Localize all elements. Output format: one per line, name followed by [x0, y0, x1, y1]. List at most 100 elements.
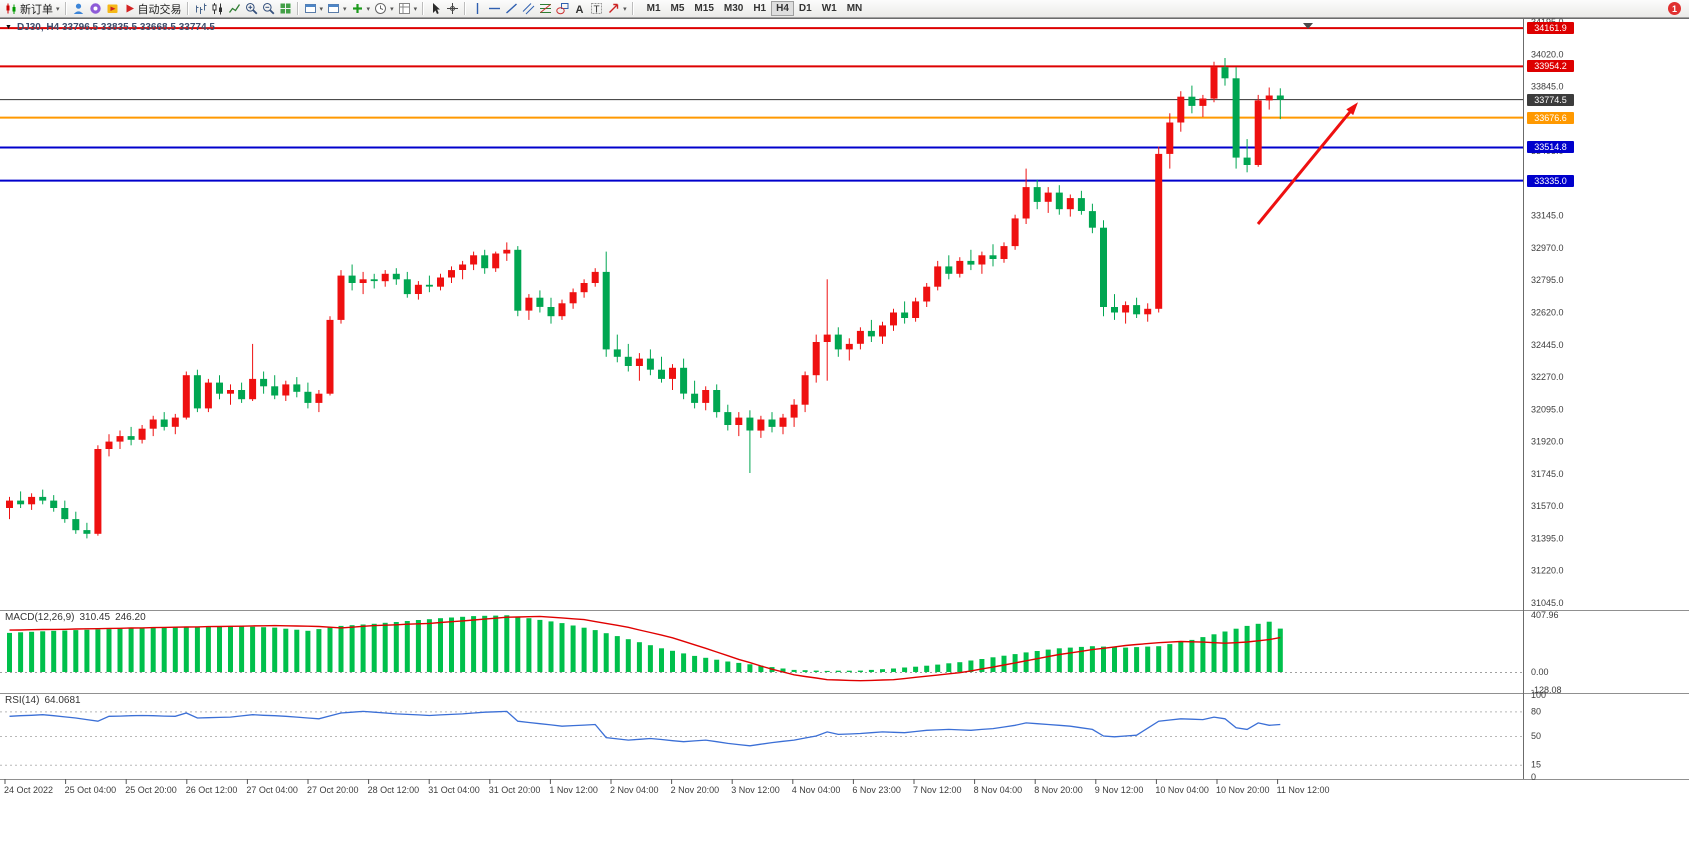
- macd-bar: [681, 653, 687, 672]
- macd-bar: [415, 620, 421, 672]
- line-chart-button[interactable]: [226, 1, 243, 17]
- timeframe-m15[interactable]: M15: [694, 3, 714, 14]
- candle-body: [17, 500, 25, 505]
- macd-bar: [217, 626, 222, 672]
- candle-body: [978, 255, 986, 265]
- arrows-icon: [607, 2, 620, 15]
- autotrading-button[interactable]: 自动交易: [121, 1, 184, 17]
- macd-bar: [371, 623, 377, 672]
- macd-bar: [714, 659, 720, 672]
- chart-shift-marker[interactable]: [1303, 23, 1313, 29]
- price-tick-label: 33845.0: [1531, 82, 1564, 92]
- chart-region: 34195.034020.033845.033670.033495.033320…: [0, 17, 1689, 802]
- toolbar-separator: [631, 2, 634, 15]
- candle-body: [746, 417, 754, 431]
- candle-body: [72, 519, 80, 531]
- fibonacci-button[interactable]: [537, 1, 554, 17]
- candle-body: [127, 436, 135, 440]
- trend-arrow[interactable]: [1256, 107, 1355, 225]
- notification-badge[interactable]: 1: [1668, 2, 1681, 15]
- bar-chart-button[interactable]: [192, 1, 209, 17]
- equidistant-channel-button[interactable]: [520, 1, 537, 17]
- support-lower-price-badge: 33335.0: [1527, 175, 1574, 187]
- price-tick-label: 31220.0: [1531, 566, 1564, 576]
- macd-bar: [824, 670, 830, 672]
- chart-canvas[interactable]: 34195.034020.033845.033670.033495.033320…: [0, 17, 1689, 802]
- profiles-button[interactable]: ▾: [325, 1, 349, 17]
- timeframe-bar: M1 M5 M15 M30 H1 H4 D1 W1 MN: [642, 1, 868, 16]
- candle-body: [1088, 211, 1096, 228]
- new-chart-button[interactable]: ▾: [302, 1, 326, 17]
- timeframe-d1[interactable]: D1: [798, 3, 812, 14]
- time-label: 8 Nov 04:00: [974, 785, 1023, 795]
- candle-body: [381, 273, 389, 282]
- templates-button[interactable]: ▾: [396, 1, 420, 17]
- trendline-button[interactable]: [503, 1, 520, 17]
- timeframe-mn[interactable]: MN: [846, 3, 863, 14]
- macd-bar: [924, 665, 930, 672]
- zoom-out-button[interactable]: [260, 1, 277, 17]
- shapes-button[interactable]: [554, 1, 571, 17]
- cursor-button[interactable]: [427, 1, 444, 17]
- candle-body: [238, 390, 246, 400]
- text-label-button[interactable]: T: [588, 1, 605, 17]
- candle-body: [591, 271, 599, 283]
- support-upper-price-badge: 33514.8: [1527, 141, 1574, 153]
- timeframe-h1[interactable]: H1: [753, 3, 767, 14]
- candle-body: [1100, 227, 1107, 307]
- macd-bar: [139, 628, 145, 672]
- candle-body: [227, 390, 234, 394]
- time-label: 26 Oct 12:00: [186, 785, 238, 795]
- main-toolbar: 新订单 ▾ 自动交易 ▾ ▾ ▾ ▾ ▾ A T ▾ M1 M5 M15 M30 H1 H4 D1 W1 MN 1: [0, 0, 1689, 18]
- periods-button[interactable]: ▾: [372, 1, 396, 17]
- candle-body: [801, 375, 809, 405]
- new-order-button[interactable]: 新订单 ▾: [3, 1, 62, 17]
- candle-body: [1066, 198, 1074, 210]
- candle-body: [1177, 96, 1185, 123]
- toolbar-separator: [296, 2, 299, 15]
- vertical-line-button[interactable]: [469, 1, 486, 17]
- timeframe-m5[interactable]: M5: [670, 3, 685, 14]
- candle-body: [1254, 100, 1262, 165]
- candle-body: [260, 378, 268, 387]
- market-button[interactable]: [87, 1, 104, 17]
- macd-bar: [493, 615, 499, 672]
- dropdown-arrow-icon: ▾: [56, 5, 60, 13]
- macd-bar: [1200, 637, 1206, 672]
- tile-windows-button[interactable]: [277, 1, 294, 17]
- candlestick-chart-button[interactable]: [209, 1, 226, 17]
- macd-bar: [1112, 647, 1117, 672]
- candle-body: [624, 356, 632, 366]
- timeframe-h4[interactable]: H4: [771, 1, 794, 16]
- macd-bar: [1266, 621, 1272, 672]
- window-icon: [327, 2, 340, 15]
- candle-body: [1199, 98, 1207, 106]
- time-label: 9 Nov 12:00: [1095, 785, 1144, 795]
- crosshair-button[interactable]: [444, 1, 461, 17]
- candle-body: [569, 292, 577, 304]
- candle-body: [171, 417, 179, 427]
- indicators-list-button[interactable]: ▾: [349, 1, 373, 17]
- candle-body: [348, 275, 356, 283]
- horizontal-line-button[interactable]: [486, 1, 503, 17]
- candle-body: [1232, 78, 1240, 158]
- timeframe-m1[interactable]: M1: [646, 3, 661, 14]
- text-button[interactable]: A: [571, 1, 588, 17]
- candle-body: [337, 275, 345, 320]
- chart-collapse-arrow-icon[interactable]: ▼: [5, 24, 12, 31]
- candle-body: [923, 286, 931, 302]
- signals-button[interactable]: [104, 1, 121, 17]
- time-label: 31 Oct 04:00: [428, 785, 480, 795]
- macd-bar: [51, 630, 57, 672]
- macd-scale-label: 407.96: [1531, 610, 1559, 620]
- macd-bar: [990, 657, 996, 672]
- zoom-in-button[interactable]: [243, 1, 260, 17]
- mql5-community-button[interactable]: [70, 1, 87, 17]
- candle-body: [580, 283, 588, 293]
- arrows-button[interactable]: ▾: [605, 1, 629, 17]
- timeframe-m30[interactable]: M30: [723, 3, 744, 14]
- macd-value-main: 310.45: [79, 612, 111, 623]
- plus-icon: [351, 2, 364, 15]
- timeframe-w1[interactable]: W1: [821, 3, 837, 14]
- candle-body: [912, 301, 920, 318]
